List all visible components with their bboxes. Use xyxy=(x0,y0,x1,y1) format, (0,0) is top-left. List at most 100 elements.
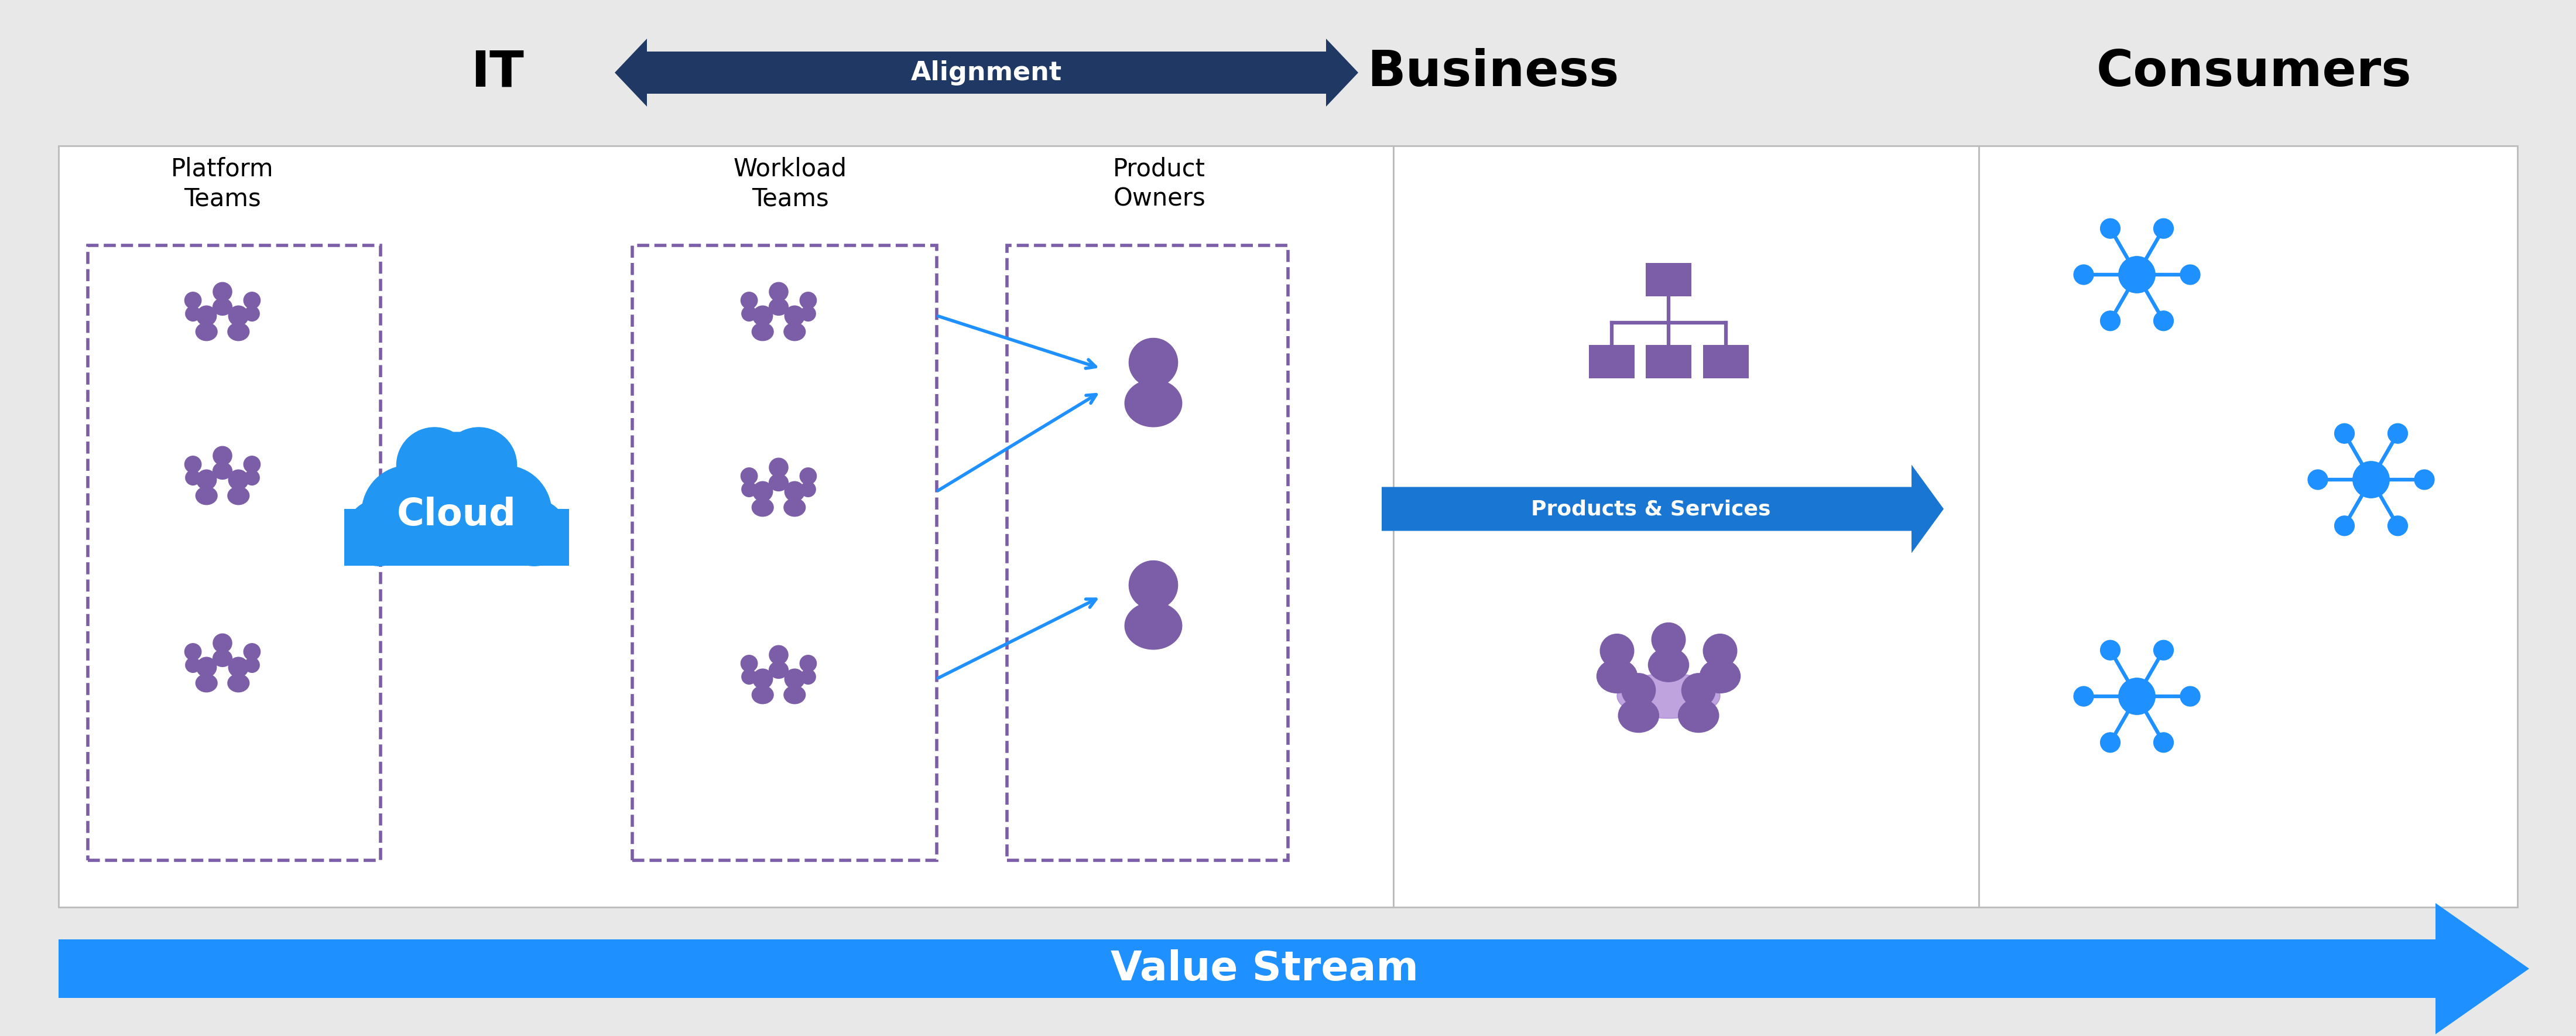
Text: Products & Services: Products & Services xyxy=(1530,499,1770,519)
Bar xyxy=(1978,146,2517,908)
Ellipse shape xyxy=(801,307,817,321)
Circle shape xyxy=(2179,265,2200,285)
Ellipse shape xyxy=(196,674,216,692)
Circle shape xyxy=(2179,687,2200,707)
Bar xyxy=(1394,146,1978,908)
Ellipse shape xyxy=(214,462,232,480)
Ellipse shape xyxy=(752,686,773,703)
Circle shape xyxy=(392,432,520,562)
Circle shape xyxy=(229,306,247,325)
Ellipse shape xyxy=(770,661,788,679)
Text: Cloud: Cloud xyxy=(397,496,515,533)
Ellipse shape xyxy=(185,658,201,672)
Ellipse shape xyxy=(1618,698,1659,732)
Circle shape xyxy=(1623,673,1656,708)
Ellipse shape xyxy=(801,669,817,684)
Text: Platform
Teams: Platform Teams xyxy=(170,156,273,211)
Circle shape xyxy=(500,499,567,566)
Bar xyxy=(1646,345,1692,378)
Ellipse shape xyxy=(1597,659,1638,693)
Circle shape xyxy=(770,645,788,664)
Circle shape xyxy=(2154,219,2174,238)
Circle shape xyxy=(2099,311,2120,330)
Text: Workload
Teams: Workload Teams xyxy=(734,156,848,211)
Circle shape xyxy=(361,465,456,560)
Circle shape xyxy=(2154,311,2174,330)
Circle shape xyxy=(345,499,412,566)
Circle shape xyxy=(752,482,773,501)
Ellipse shape xyxy=(1126,379,1182,427)
Ellipse shape xyxy=(245,470,260,485)
Ellipse shape xyxy=(783,498,806,516)
Bar xyxy=(1589,345,1633,378)
Circle shape xyxy=(2308,469,2329,490)
Text: IT: IT xyxy=(471,49,526,97)
Circle shape xyxy=(2074,687,2094,707)
Circle shape xyxy=(245,292,260,309)
Circle shape xyxy=(2388,424,2409,443)
Ellipse shape xyxy=(185,470,201,485)
Ellipse shape xyxy=(227,674,250,692)
Circle shape xyxy=(245,643,260,660)
Circle shape xyxy=(2099,219,2120,238)
Circle shape xyxy=(1703,634,1736,668)
Circle shape xyxy=(214,634,232,653)
Circle shape xyxy=(1128,338,1177,386)
Circle shape xyxy=(214,283,232,301)
Ellipse shape xyxy=(227,487,250,505)
Ellipse shape xyxy=(752,323,773,341)
Text: Consumers: Consumers xyxy=(2097,49,2411,97)
Bar xyxy=(59,146,1394,908)
Ellipse shape xyxy=(1700,659,1741,693)
Circle shape xyxy=(1128,560,1177,609)
Circle shape xyxy=(1651,623,1685,657)
Ellipse shape xyxy=(245,307,260,321)
Ellipse shape xyxy=(185,307,201,321)
Ellipse shape xyxy=(742,482,757,497)
Circle shape xyxy=(2099,640,2120,660)
Bar xyxy=(88,246,381,860)
Ellipse shape xyxy=(742,307,757,321)
Ellipse shape xyxy=(752,498,773,516)
Text: Alignment: Alignment xyxy=(912,60,1061,85)
Circle shape xyxy=(2074,265,2094,285)
Circle shape xyxy=(185,456,201,472)
Circle shape xyxy=(214,447,232,465)
Circle shape xyxy=(2334,424,2354,443)
Circle shape xyxy=(2117,678,2156,715)
Ellipse shape xyxy=(801,482,817,497)
Bar xyxy=(631,246,938,860)
Ellipse shape xyxy=(245,658,260,672)
Circle shape xyxy=(2352,461,2391,498)
Circle shape xyxy=(440,428,518,503)
Circle shape xyxy=(2334,516,2354,536)
Circle shape xyxy=(786,482,804,501)
Circle shape xyxy=(801,468,817,485)
Circle shape xyxy=(2154,640,2174,660)
Circle shape xyxy=(245,456,260,472)
Circle shape xyxy=(770,283,788,301)
Circle shape xyxy=(2414,469,2434,490)
Ellipse shape xyxy=(1126,602,1182,650)
Ellipse shape xyxy=(227,323,250,341)
Circle shape xyxy=(397,428,471,503)
Circle shape xyxy=(801,292,817,309)
Circle shape xyxy=(1682,673,1716,708)
Circle shape xyxy=(456,465,551,560)
Circle shape xyxy=(185,643,201,660)
Ellipse shape xyxy=(770,298,788,315)
Ellipse shape xyxy=(783,323,806,341)
Circle shape xyxy=(229,657,247,678)
Polygon shape xyxy=(59,903,2530,1034)
Circle shape xyxy=(786,669,804,689)
Circle shape xyxy=(196,657,216,678)
Circle shape xyxy=(2099,732,2120,752)
Bar xyxy=(1007,246,1288,860)
Circle shape xyxy=(1600,634,1633,668)
Circle shape xyxy=(229,469,247,490)
Circle shape xyxy=(185,292,201,309)
Ellipse shape xyxy=(214,650,232,667)
Circle shape xyxy=(196,306,216,325)
Ellipse shape xyxy=(1649,649,1690,682)
Circle shape xyxy=(752,306,773,325)
